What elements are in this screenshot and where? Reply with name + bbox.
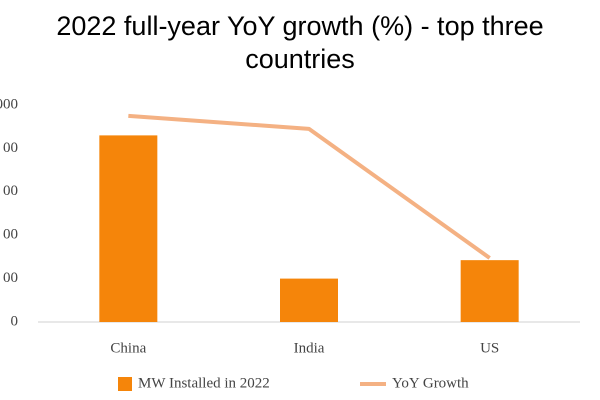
legend-label: YoY Growth — [392, 375, 469, 391]
bar — [460, 260, 519, 322]
chart-title: 2022 full-year YoY growth (%) - top thre… — [56, 11, 544, 74]
legend-swatch — [118, 377, 132, 391]
y-tick-label: 00 — [3, 140, 18, 156]
x-tick-label: US — [480, 340, 499, 356]
y-tick-label: 000 — [0, 96, 18, 112]
x-tick-label: China — [110, 340, 146, 356]
y-tick-label: 00 — [3, 270, 18, 286]
line — [128, 113, 491, 260]
y-tick-label: 00 — [3, 227, 18, 243]
x-tick-label: India — [294, 340, 325, 356]
legend-label: MW Installed in 2022 — [138, 375, 270, 391]
y-tick-label: 0 — [11, 313, 19, 329]
bar — [99, 135, 158, 322]
bar — [280, 278, 338, 322]
y-tick-label: 00 — [3, 183, 18, 199]
